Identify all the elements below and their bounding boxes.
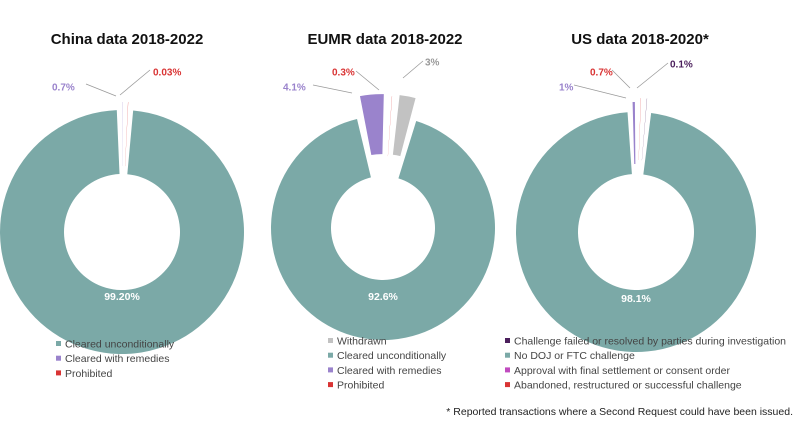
legend-marker-cleared-unconditionally: [56, 341, 61, 346]
china-legend: Cleared unconditionally Cleared with reme…: [56, 339, 175, 380]
legend-label-withdrawn: Withdrawn: [337, 336, 387, 348]
leader-line-approval-with-final-settlement-or-consent-order: [573, 84, 627, 99]
legend-label-no-doj-or-ftc-challenge: No DOJ or FTC challenge: [514, 350, 635, 362]
legend-label-cleared-with-remedies: Cleared with remedies: [337, 365, 441, 377]
slice-cleared-unconditionally: [0, 110, 245, 355]
slice-approval-with-final-settlement-or-consent-order: [632, 102, 636, 165]
eumr-donut: 92.6% 4.1% 0.3% 3%: [270, 58, 495, 341]
slice-label-prohibited: 0.03%: [153, 68, 181, 79]
china-donut: 99.20% 0.7% 0.03%: [0, 68, 245, 355]
eumr-legend: Withdrawn Cleared unconditionally Cleared …: [328, 336, 447, 392]
leader-line-challenge-failed-or-resolved-by-parties-during-investigation: [636, 62, 669, 89]
slice-label-withdrawn: 3%: [425, 58, 440, 69]
slice-no-doj-or-ftc-challenge: [516, 112, 757, 352]
leader-line-abandoned-restructured-or-successful-challenge: [611, 69, 631, 89]
leader-line-cleared-with-remedies: [85, 83, 117, 97]
legend-label-challenge-failed-or-resolved-by-parties-during-investigation: Challenge failed or resolved by parties …: [514, 336, 786, 348]
legend-label-prohibited: Prohibited: [65, 368, 112, 380]
slice-cleared-with-remedies: [359, 94, 384, 156]
us-chart-title: US data 2018-2020*: [571, 31, 709, 48]
eumr-chart-title: EUMR data 2018-2022: [307, 31, 462, 48]
legend-marker-challenge-failed-or-resolved-by-parties-during-investigation: [505, 338, 510, 343]
legend-marker-abandoned-restructured-or-successful-challenge: [505, 382, 510, 388]
legend-marker-cleared-with-remedies: [328, 367, 333, 373]
leader-line-prohibited: [355, 70, 380, 91]
slice-cleared-unconditionally: [270, 119, 495, 341]
slice-label-approval-with-final-settlement-or-consent-order: 1%: [559, 83, 574, 94]
slice-label-abandoned-restructured-or-successful-challenge: 0.7%: [590, 68, 613, 79]
slice-prohibited: [125, 102, 129, 167]
slice-withdrawn: [392, 95, 416, 157]
slice-label-cleared-unconditionally: 99.20%: [104, 291, 140, 303]
legend-label-cleared-unconditionally: Cleared unconditionally: [337, 350, 447, 362]
slice-label-cleared-with-remedies: 4.1%: [283, 83, 306, 94]
legend-label-cleared-unconditionally: Cleared unconditionally: [65, 339, 175, 351]
china-chart-title: China data 2018-2022: [51, 31, 204, 48]
footnote: * Reported transactions where a Second R…: [446, 406, 793, 418]
slice-abandoned-restructured-or-successful-challenge: [638, 98, 642, 161]
legend-label-cleared-with-remedies: Cleared with remedies: [65, 353, 169, 365]
slice-prohibited: [387, 96, 393, 157]
leader-line-prohibited: [119, 69, 151, 96]
leader-line-withdrawn: [402, 60, 424, 79]
slice-challenge-failed-or-resolved-by-parties-during-investigation: [641, 98, 648, 161]
slice-label-challenge-failed-or-resolved-by-parties-during-investigation: 0.1%: [670, 60, 693, 71]
leader-line-cleared-with-remedies: [312, 84, 353, 94]
slice-label-cleared-unconditionally: 92.6%: [368, 291, 398, 303]
us-legend: Challenge failed or resolved by parties …: [505, 336, 786, 392]
legend-label-abandoned-restructured-or-successful-challenge: Abandoned, restructured or successful ch…: [514, 380, 742, 392]
legend-marker-prohibited: [56, 370, 61, 376]
slice-label-cleared-with-remedies: 0.7%: [52, 83, 75, 94]
legend-marker-approval-with-final-settlement-or-consent-order: [505, 367, 510, 373]
legend-label-approval-with-final-settlement-or-consent-order: Approval with final settlement or consen…: [514, 365, 730, 377]
slice-label-prohibited: 0.3%: [332, 68, 355, 79]
legend-marker-prohibited: [328, 382, 333, 388]
legend-label-prohibited: Prohibited: [337, 380, 384, 392]
legend-marker-cleared-unconditionally: [328, 352, 333, 358]
legend-marker-no-doj-or-ftc-challenge: [505, 352, 510, 358]
legend-marker-cleared-with-remedies: [56, 355, 61, 361]
legend-marker-withdrawn: [328, 338, 333, 343]
us-donut: 98.1% 1% 0.7% 0.1%: [516, 60, 757, 352]
slice-label-no-doj-or-ftc-challenge: 98.1%: [621, 293, 651, 305]
